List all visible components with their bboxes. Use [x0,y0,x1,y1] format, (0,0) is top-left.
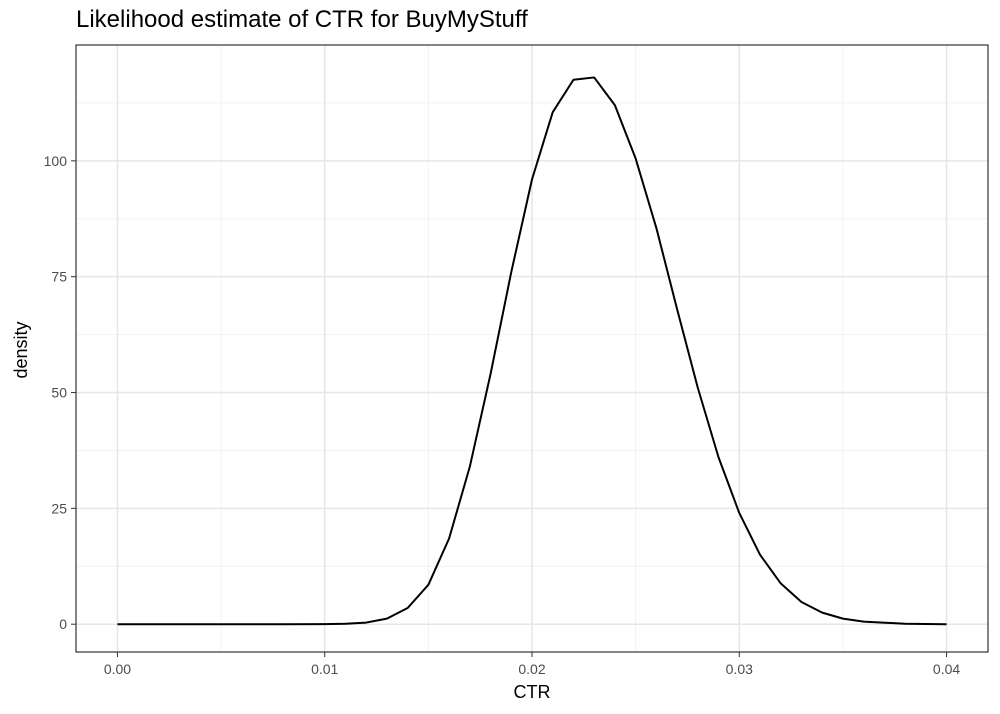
x-tick-label-2: 0.02 [518,661,545,677]
y-tick-label-3: 75 [51,269,67,285]
y-axis-title: density [11,321,31,378]
y-tick-label-4: 100 [44,153,68,169]
x-tick-label-4: 0.04 [933,661,960,677]
x-tick-label-1: 0.01 [311,661,338,677]
y-tick-label-1: 25 [51,500,67,516]
axes: 0.00 0.01 0.02 0.03 0.04 0 25 50 75 100 [44,45,988,677]
x-tick-label-0: 0.00 [104,661,131,677]
grid [76,45,988,652]
y-tick-label-0: 0 [59,616,67,632]
x-axis-title: CTR [514,682,551,702]
y-tick-label-2: 50 [51,385,67,401]
x-tick-label-3: 0.03 [726,661,753,677]
